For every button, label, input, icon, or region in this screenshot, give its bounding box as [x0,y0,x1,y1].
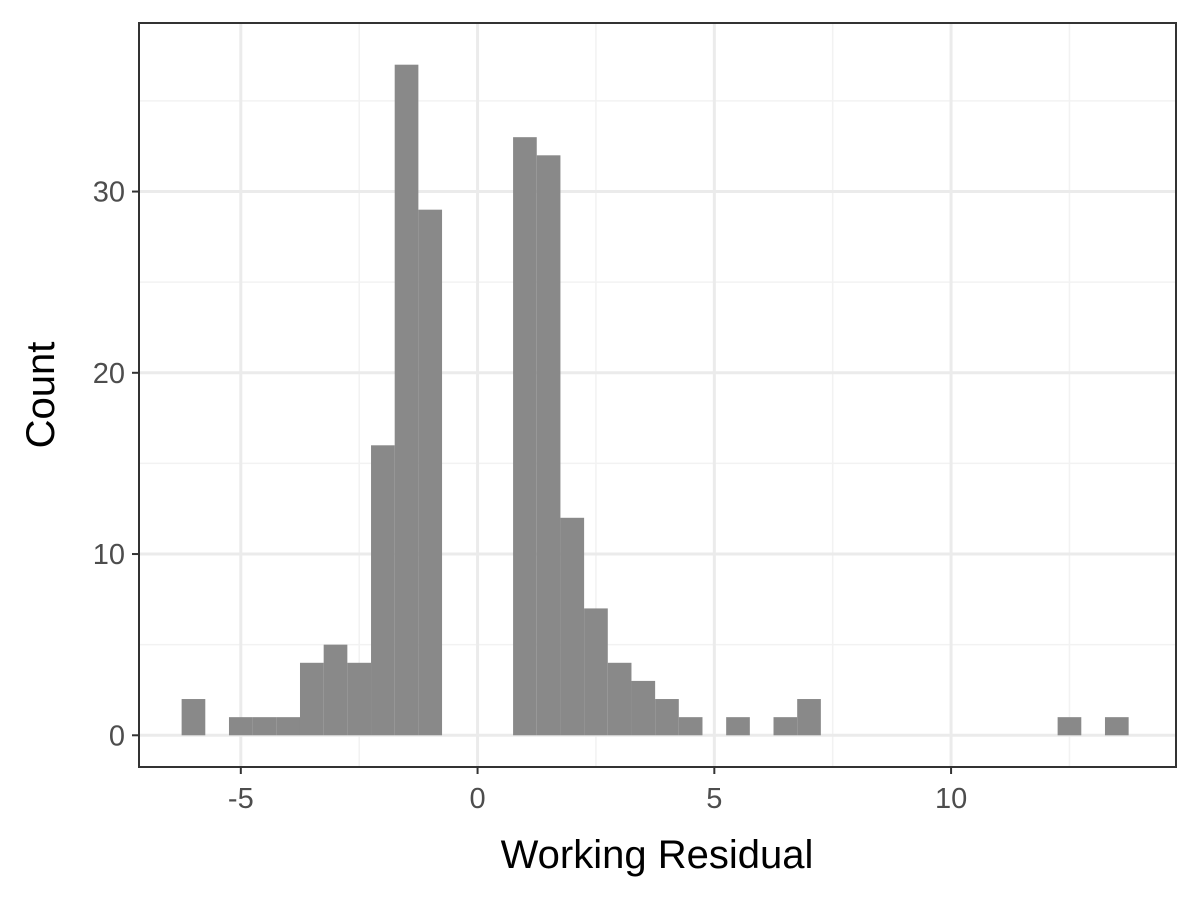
y-tick-label: 0 [109,720,125,752]
histogram-bar [418,209,443,736]
histogram-bar [228,717,253,736]
histogram-bar [181,699,206,736]
bars-layer [181,64,1129,736]
histogram-bar [299,662,324,736]
histogram-bar [371,445,395,736]
grid-layer [139,23,1176,767]
histogram-bar [560,517,585,736]
histogram-bar [252,717,277,736]
x-tick-label: -5 [228,783,254,815]
y-tick-label: 30 [93,177,125,209]
histogram-bar [584,608,608,736]
histogram-bar [536,155,561,736]
histogram-bar [607,662,632,736]
histogram-bar [1057,717,1082,736]
histogram-bar [276,717,300,736]
histogram-bar [678,717,703,736]
x-tick-label: 10 [935,783,967,815]
histogram-bar [797,699,821,736]
histogram-bar [726,717,750,736]
panel-border [138,22,1177,768]
y-tick-label: 10 [93,539,125,571]
y-axis-title: Count [19,342,63,449]
histogram-bar [655,699,679,736]
x-tick-label: 5 [706,783,722,815]
histogram-bar [347,662,372,736]
histogram-bar [1104,717,1129,736]
x-axis-title: Working Residual [501,833,814,877]
ticks-layer [132,190,953,774]
histogram-bar [513,137,537,736]
histogram-bar [394,64,419,736]
tick-labels-layer: -5 0 5 10 0 10 20 30 [93,177,967,815]
x-tick-label: 0 [469,783,485,815]
histogram-bar [323,644,348,736]
histogram-bar [773,717,798,736]
histogram-bar [631,680,656,736]
y-tick-label: 20 [93,358,125,390]
